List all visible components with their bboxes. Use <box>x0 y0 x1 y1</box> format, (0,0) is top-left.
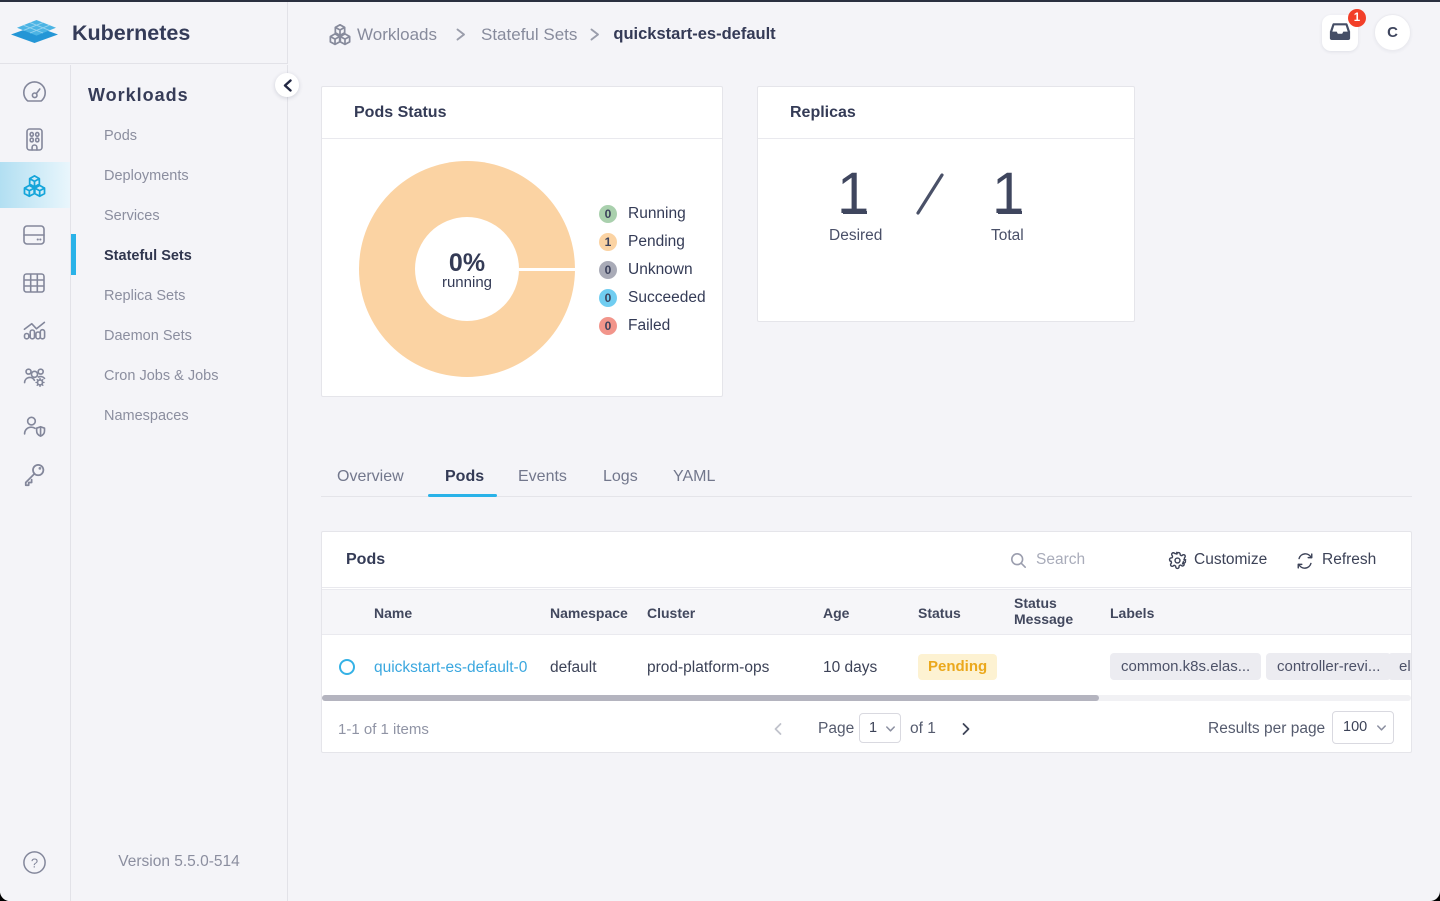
svg-text:?: ? <box>31 855 38 870</box>
